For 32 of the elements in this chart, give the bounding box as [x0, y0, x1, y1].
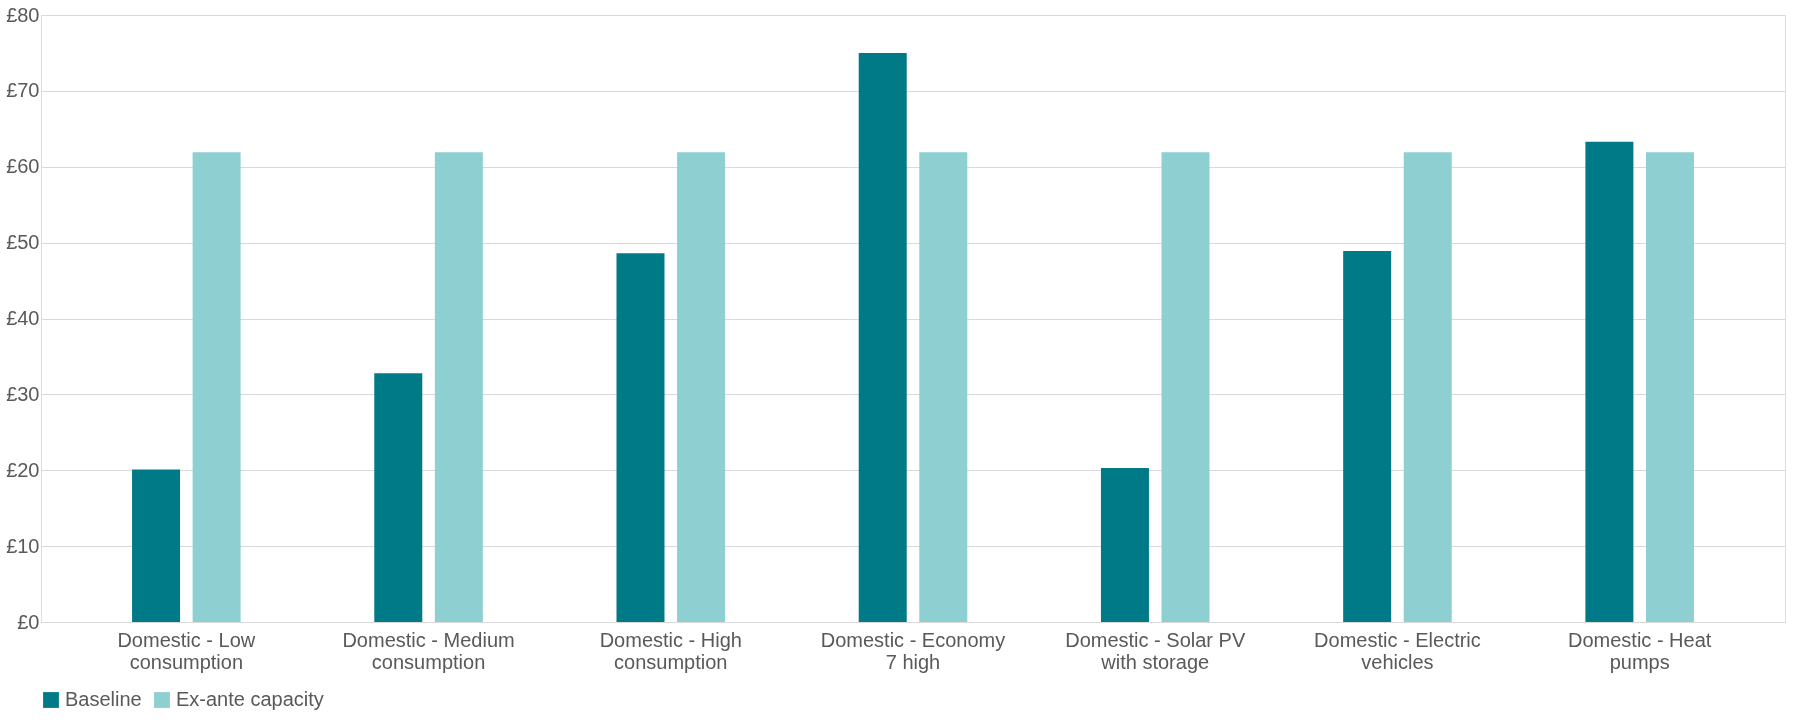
y-tick-label: £70	[6, 79, 40, 102]
bar	[1585, 141, 1634, 622]
y-tick-label: £50	[6, 231, 40, 254]
x-tick-label: Domestic - Medium consumption	[342, 628, 515, 673]
bar	[677, 152, 726, 622]
x-tick-label: Domestic - High consumption	[599, 628, 742, 673]
bar	[919, 152, 968, 622]
bar	[616, 253, 665, 622]
y-tick-label: £40	[6, 307, 40, 329]
x-tick-label: Domestic - Economy 7 high	[820, 628, 1006, 673]
x-tick-label: Domestic - Electric vehicles	[1314, 628, 1481, 673]
bar	[374, 373, 423, 622]
bar	[1161, 152, 1210, 622]
x-tick-label: Domestic - Heat pumps	[1567, 628, 1712, 673]
y-tick-label: £20	[6, 458, 40, 481]
bar	[1645, 152, 1694, 622]
y-tick-label: £80	[6, 3, 40, 26]
x-tick-label: Domestic - Solar PV with storage	[1065, 628, 1246, 673]
x-tick-label: Domestic - Low consumption	[117, 628, 256, 673]
bar	[858, 52, 907, 622]
legend-label: Baseline	[65, 688, 142, 710]
y-tick-label: £0	[17, 610, 40, 633]
bar	[1100, 467, 1149, 622]
y-tick-label: £10	[6, 534, 40, 557]
bar	[1403, 152, 1452, 622]
bar	[132, 469, 181, 622]
legend-label: Ex-ante capacity	[176, 688, 324, 710]
bar	[434, 152, 483, 622]
bar	[1343, 250, 1392, 622]
y-tick-label: £30	[6, 382, 40, 405]
bar	[192, 152, 241, 622]
y-tick-label: £60	[6, 155, 40, 178]
